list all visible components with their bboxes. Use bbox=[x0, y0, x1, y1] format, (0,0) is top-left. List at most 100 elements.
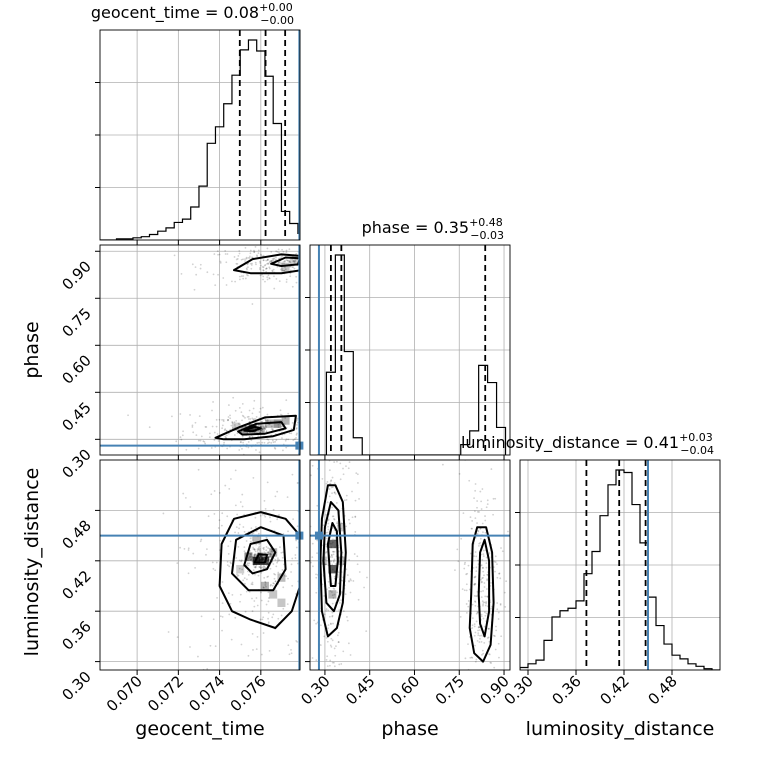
sample-point bbox=[246, 562, 249, 565]
sample-point bbox=[269, 553, 272, 556]
sample-point bbox=[300, 664, 302, 666]
sample-point bbox=[272, 441, 275, 444]
sample-point bbox=[332, 515, 335, 518]
sample-point bbox=[258, 451, 261, 454]
sample-point bbox=[302, 433, 304, 435]
sample-point bbox=[230, 478, 232, 480]
sample-point bbox=[337, 576, 339, 578]
sample-point bbox=[296, 482, 299, 484]
sample-point bbox=[481, 566, 484, 569]
sample-point bbox=[283, 269, 285, 272]
sample-point bbox=[497, 618, 500, 620]
sample-point bbox=[225, 429, 228, 432]
sample-point bbox=[270, 550, 273, 553]
sample-point bbox=[273, 582, 275, 585]
sample-point bbox=[355, 472, 358, 475]
sample-point bbox=[332, 553, 335, 556]
sample-point bbox=[301, 261, 303, 263]
sample-point bbox=[319, 644, 322, 647]
sample-point bbox=[379, 257, 381, 259]
sample-point bbox=[463, 589, 466, 592]
contour-line bbox=[243, 425, 262, 433]
sample-point bbox=[468, 479, 471, 482]
sample-point bbox=[227, 404, 230, 406]
y-tick-label: 0.90 bbox=[58, 257, 94, 293]
sample-point bbox=[337, 641, 340, 643]
sample-point bbox=[331, 563, 334, 566]
sample-point bbox=[474, 601, 477, 603]
sample-point bbox=[217, 253, 219, 256]
sample-point bbox=[329, 677, 331, 679]
sample-point bbox=[260, 591, 262, 594]
sample-point bbox=[247, 446, 250, 449]
sample-point bbox=[311, 616, 313, 618]
sample-point bbox=[272, 508, 275, 511]
truth-marker bbox=[314, 531, 323, 540]
sample-point bbox=[320, 475, 322, 477]
sample-point bbox=[304, 533, 306, 535]
sample-point bbox=[477, 530, 480, 533]
sample-point bbox=[254, 566, 257, 568]
sample-point bbox=[267, 551, 270, 554]
sample-point bbox=[269, 553, 272, 555]
sample-point bbox=[490, 607, 493, 610]
sample-point bbox=[200, 615, 203, 618]
sample-point bbox=[256, 255, 259, 258]
contour-line bbox=[231, 526, 287, 592]
sample-point bbox=[221, 581, 224, 583]
sample-point bbox=[326, 501, 329, 504]
sample-point bbox=[265, 546, 268, 548]
sample-point bbox=[288, 432, 291, 435]
sample-point bbox=[238, 252, 241, 255]
sample-point bbox=[260, 555, 262, 557]
sample-point bbox=[280, 425, 283, 428]
sample-point bbox=[480, 578, 482, 581]
sample-point bbox=[243, 530, 246, 533]
sample-point bbox=[167, 631, 170, 633]
sample-point bbox=[310, 620, 312, 622]
sample-point bbox=[344, 593, 347, 596]
sample-point bbox=[249, 418, 252, 420]
sample-point bbox=[329, 480, 332, 483]
sample-point bbox=[258, 566, 261, 568]
sample-point bbox=[277, 261, 280, 264]
sample-point bbox=[236, 432, 239, 435]
sample-point bbox=[257, 249, 260, 252]
sample-point bbox=[313, 619, 316, 622]
sample-point bbox=[240, 643, 243, 646]
sample-point bbox=[281, 269, 284, 272]
sample-point bbox=[334, 654, 337, 657]
sample-point bbox=[259, 555, 262, 557]
sample-point bbox=[311, 260, 313, 262]
sample-point bbox=[249, 262, 252, 265]
sample-point bbox=[339, 478, 342, 481]
sample-point bbox=[251, 435, 254, 438]
sample-point bbox=[264, 428, 267, 430]
sample-point bbox=[265, 549, 268, 552]
sample-point bbox=[325, 531, 328, 534]
sample-point bbox=[234, 531, 236, 534]
sample-point bbox=[490, 581, 492, 584]
sample-point bbox=[474, 631, 477, 634]
sample-point bbox=[289, 261, 292, 264]
sample-point bbox=[285, 438, 288, 441]
sample-point bbox=[229, 602, 232, 605]
plot-area bbox=[162, 468, 322, 670]
sample-point bbox=[314, 260, 316, 262]
sample-point bbox=[322, 251, 324, 253]
sample-point bbox=[308, 500, 310, 502]
sample-point bbox=[354, 516, 357, 518]
sample-point bbox=[253, 251, 256, 254]
sample-point bbox=[245, 257, 248, 260]
sample-point bbox=[474, 575, 477, 578]
sample-point bbox=[475, 620, 478, 623]
sample-point bbox=[492, 513, 494, 516]
sample-point bbox=[261, 428, 264, 430]
sample-point bbox=[279, 546, 281, 549]
sample-point bbox=[226, 419, 229, 422]
sample-point bbox=[348, 518, 350, 521]
sample-point bbox=[208, 432, 211, 435]
sample-point bbox=[486, 588, 488, 590]
sample-point bbox=[474, 510, 476, 513]
